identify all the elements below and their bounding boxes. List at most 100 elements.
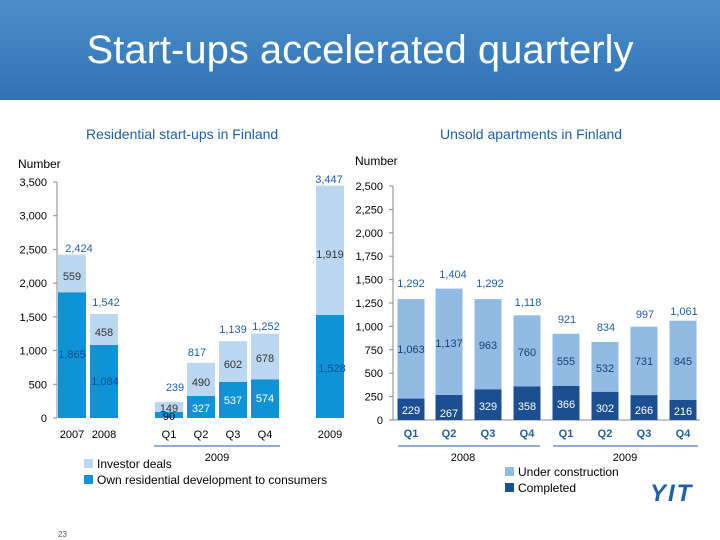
right-y-tick-label: 1,000 — [355, 321, 383, 333]
left-x-tick-label: 2009 — [318, 429, 342, 441]
right-x-tick-label: Q1 — [559, 428, 574, 440]
right-bar-completed — [397, 398, 425, 420]
right-y-tick-label: 750 — [365, 345, 383, 357]
right-bar-under-construction — [552, 333, 580, 386]
left-investor-value-label: 678 — [256, 353, 274, 365]
right-y-tick-label: 2,250 — [355, 204, 383, 216]
right-y-tick-label: 2,500 — [355, 181, 383, 193]
right-uc-value-label: 760 — [518, 347, 536, 359]
right-x-tick-label: Q2 — [442, 428, 457, 440]
left-investor-value-label: 458 — [95, 327, 113, 339]
right-bar-under-construction — [474, 299, 502, 390]
left-x-tick-label: Q1 — [162, 429, 177, 441]
right-completed-value-label: 266 — [635, 405, 653, 417]
right-bar-completed — [552, 385, 580, 420]
left-total-label: 2,424 — [65, 243, 93, 255]
left-own-value-label: 574 — [256, 393, 274, 405]
left-bar-investor — [58, 254, 86, 293]
right-bar-under-construction — [630, 326, 658, 396]
right-bar-completed — [513, 386, 541, 420]
right-uc-value-label: 555 — [557, 356, 575, 368]
left-investor-value-label: 490 — [192, 377, 210, 389]
right-y-tick-label: 250 — [365, 392, 383, 404]
left-own-value-label: 327 — [192, 403, 210, 415]
right-uc-value-label: 963 — [479, 340, 497, 352]
left-total-label: 239 — [166, 382, 184, 394]
left-y-tick-label: 500 — [29, 379, 47, 391]
right-bar-under-construction — [397, 299, 425, 399]
right-uc-value-label: 845 — [674, 356, 692, 368]
right-legend-swatch-uc — [505, 467, 514, 476]
right-legend-swatch-completed — [505, 483, 514, 492]
left-bar-own — [58, 292, 86, 418]
left-investor-value-label: 1,919 — [316, 249, 344, 261]
left-own-value-label: 1,528 — [318, 363, 346, 375]
right-total-label: 834 — [597, 322, 615, 334]
right-y-tick-label: 2,000 — [355, 228, 383, 240]
left-investor-value-label: 602 — [224, 359, 242, 371]
right-completed-value-label: 329 — [479, 401, 497, 413]
right-total-label: 1,292 — [476, 278, 504, 290]
right-chart-title: Unsold apartments in Finland — [440, 126, 623, 142]
right-completed-value-label: 216 — [674, 406, 692, 418]
left-x-tick-label: 2007 — [60, 429, 84, 441]
right-uc-value-label: 731 — [635, 356, 653, 368]
right-legend-uc: Under construction — [518, 465, 619, 479]
left-total-label: 3,447 — [315, 174, 343, 186]
right-uc-value-label: 1,063 — [397, 344, 425, 356]
right-uc-value-label: 1,137 — [435, 338, 463, 350]
left-x-tick-label: 2008 — [92, 429, 116, 441]
left-bar-own — [90, 344, 118, 418]
left-x-tick-label: Q4 — [258, 429, 273, 441]
right-x-tick-label: Q3 — [637, 428, 652, 440]
right-x-tick-label: Q2 — [598, 428, 613, 440]
left-legend-swatch-investor — [84, 459, 93, 468]
right-bar-completed — [435, 395, 463, 420]
left-total-label: 1,542 — [92, 297, 120, 309]
left-total-label: 1,252 — [252, 321, 280, 333]
left-legend-own: Own residential development to consumers — [97, 473, 327, 487]
left-bar-own — [251, 379, 279, 418]
left-bar-own — [155, 411, 183, 418]
right-completed-value-label: 229 — [402, 405, 420, 417]
left-own-value-label: 1,865 — [58, 349, 86, 361]
right-bar-under-construction — [513, 315, 541, 387]
right-x-tick-label: Q3 — [481, 428, 496, 440]
left-x-tick-label: Q2 — [194, 429, 209, 441]
left-y-tick-label: 0 — [41, 413, 47, 425]
right-y-tick-label: 500 — [365, 368, 383, 380]
right-bar-under-construction — [591, 341, 619, 392]
right-group-label-2008: 2008 — [451, 452, 475, 464]
left-investor-value-label: 149 — [160, 403, 178, 415]
right-y-tick-label: 0 — [377, 415, 383, 427]
left-legend-swatch-own — [84, 475, 93, 484]
right-bar-completed — [591, 391, 619, 420]
right-total-label: 1,404 — [439, 269, 467, 281]
slide-number: 23 — [58, 530, 67, 539]
left-bar-investor — [90, 314, 118, 345]
right-bar-under-construction — [435, 288, 463, 396]
left-total-label: 817 — [188, 347, 206, 359]
right-completed-value-label: 267 — [440, 408, 458, 420]
left-bar-own — [187, 395, 215, 418]
right-bar-completed — [474, 389, 502, 420]
right-total-label: 1,292 — [397, 278, 425, 290]
left-investor-value-label: 559 — [63, 271, 81, 283]
left-bar-investor — [155, 401, 183, 412]
left-total-label: 1,139 — [219, 324, 247, 336]
left-x-tick-label: Q3 — [226, 429, 241, 441]
right-completed-value-label: 358 — [518, 401, 536, 413]
right-x-tick-label: Q4 — [520, 428, 536, 440]
left-legend-investor: Investor deals — [97, 457, 172, 471]
left-y-tick-label: 1,000 — [19, 346, 47, 358]
right-group-label-2009: 2009 — [613, 452, 637, 464]
right-total-label: 997 — [636, 309, 654, 321]
left-own-value-label: 537 — [224, 395, 242, 407]
left-bar-investor — [219, 341, 247, 382]
right-y-tick-label: 1,250 — [355, 298, 383, 310]
yit-logo: YIT — [650, 480, 694, 507]
left-y-axis-label: Number — [18, 157, 61, 171]
left-own-value-label: 90 — [163, 411, 175, 423]
left-chart-title: Residential start-ups in Finland — [86, 126, 279, 142]
left-y-tick-label: 1,500 — [19, 312, 47, 324]
